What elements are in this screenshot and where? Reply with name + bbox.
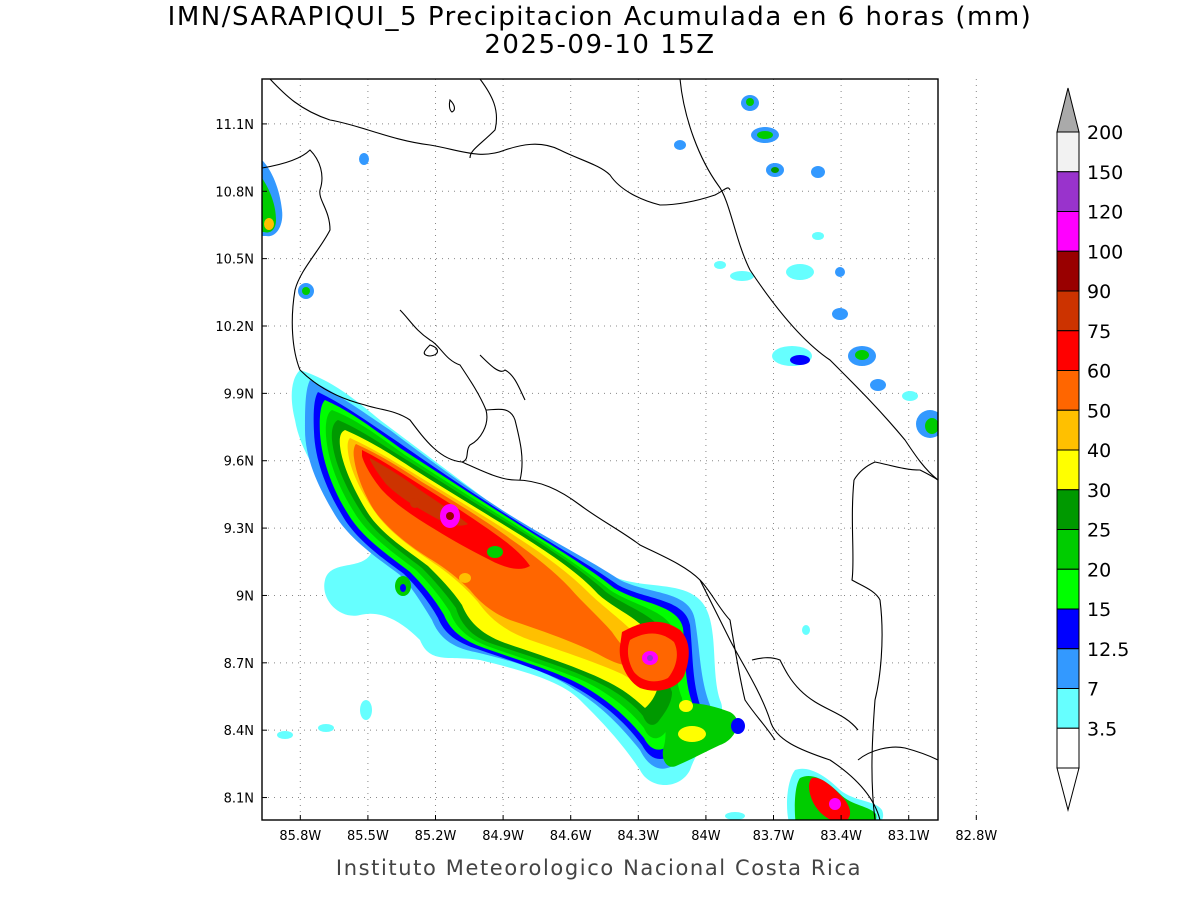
legend-under-arrow <box>1056 767 1080 812</box>
lat-tick-label: 9.3N <box>224 522 254 537</box>
lon-tick-label: 83.1W <box>888 829 930 844</box>
lat-tick-label: 8.1N <box>224 792 254 807</box>
legend-label: 25 <box>1087 520 1111 542</box>
legend-swatch <box>1056 727 1080 769</box>
lat-tick-label: 11.1N <box>215 118 254 133</box>
legend-swatch <box>1056 131 1080 173</box>
legend-swatch <box>1056 290 1080 332</box>
lat-tick-label: 9.6N <box>224 455 254 470</box>
legend-label: 20 <box>1087 559 1111 581</box>
legend-label: 200 <box>1087 122 1123 144</box>
legend-label: 90 <box>1087 281 1111 303</box>
legend-label: 3.5 <box>1087 718 1117 740</box>
lat-tick-label: 10.8N <box>215 185 254 200</box>
lon-tick-label: 85.5W <box>347 829 389 844</box>
legend-label: 15 <box>1087 599 1111 621</box>
legend-label: 50 <box>1087 400 1111 422</box>
legend-swatch <box>1056 330 1080 371</box>
legend-label: 40 <box>1087 440 1111 462</box>
legend-label: 60 <box>1087 361 1111 383</box>
legend-label: 150 <box>1087 162 1123 184</box>
lon-tick-label: 84.6W <box>550 829 592 844</box>
legend-swatch <box>1056 568 1080 610</box>
color-legend: 200 150 120 100 90 75 60 50 40 30 25 20 15 12.5 7 3.5 <box>1056 87 1129 812</box>
lon-tick-label: 83.4W <box>820 829 862 844</box>
legend-label: 12.5 <box>1087 639 1129 661</box>
lat-tick-label: 10.5N <box>215 253 254 268</box>
lon-tick-label: 84W <box>691 829 721 844</box>
legend-swatch <box>1056 608 1080 650</box>
map-valid-time: 2025-09-10 15Z <box>484 30 716 60</box>
precipitation-field <box>262 95 938 820</box>
lat-tick-label: 9N <box>236 589 254 604</box>
legend-swatch <box>1056 370 1080 411</box>
legend-swatch <box>1056 489 1080 530</box>
coastlines-and-borders <box>262 79 938 820</box>
legend-over-arrow <box>1056 87 1080 133</box>
lon-tick-label: 83.7W <box>753 829 795 844</box>
legend-label: 100 <box>1087 241 1123 263</box>
legend-swatch <box>1056 211 1080 252</box>
lat-tick-label: 10.2N <box>215 320 254 335</box>
legend-swatch <box>1056 648 1080 689</box>
legend-label: 75 <box>1087 321 1111 343</box>
map-title: IMN/SARAPIQUI_5 Precipitacion Acumulada … <box>167 2 1033 32</box>
legend-swatch <box>1056 449 1080 491</box>
lon-tick-label: 84.9W <box>482 829 524 844</box>
lon-tick-label: 82.8W <box>955 829 997 844</box>
legend-swatch <box>1056 688 1080 729</box>
lat-tick-label: 8.4N <box>224 724 254 739</box>
legend-label: 7 <box>1087 679 1099 701</box>
legend-swatch <box>1056 171 1080 212</box>
legend-swatch <box>1056 529 1080 570</box>
axis-labels: 85.8W 85.5W 85.2W 84.9W 84.6W 84.3W 84W 83.7W 83… <box>215 118 997 844</box>
legend-swatch <box>1056 250 1080 292</box>
lon-tick-label: 85.2W <box>415 829 457 844</box>
lat-tick-label: 8.7N <box>224 657 254 672</box>
lon-tick-label: 84.3W <box>617 829 659 844</box>
lat-tick-label: 9.9N <box>224 387 254 402</box>
map-frame <box>261 78 939 821</box>
legend-label: 120 <box>1087 202 1123 224</box>
footer-credit: Instituto Meteorologico Nacional Costa R… <box>335 856 863 880</box>
legend-swatch <box>1056 409 1080 451</box>
legend-label: 30 <box>1087 480 1111 502</box>
lon-tick-label: 85.8W <box>279 829 321 844</box>
